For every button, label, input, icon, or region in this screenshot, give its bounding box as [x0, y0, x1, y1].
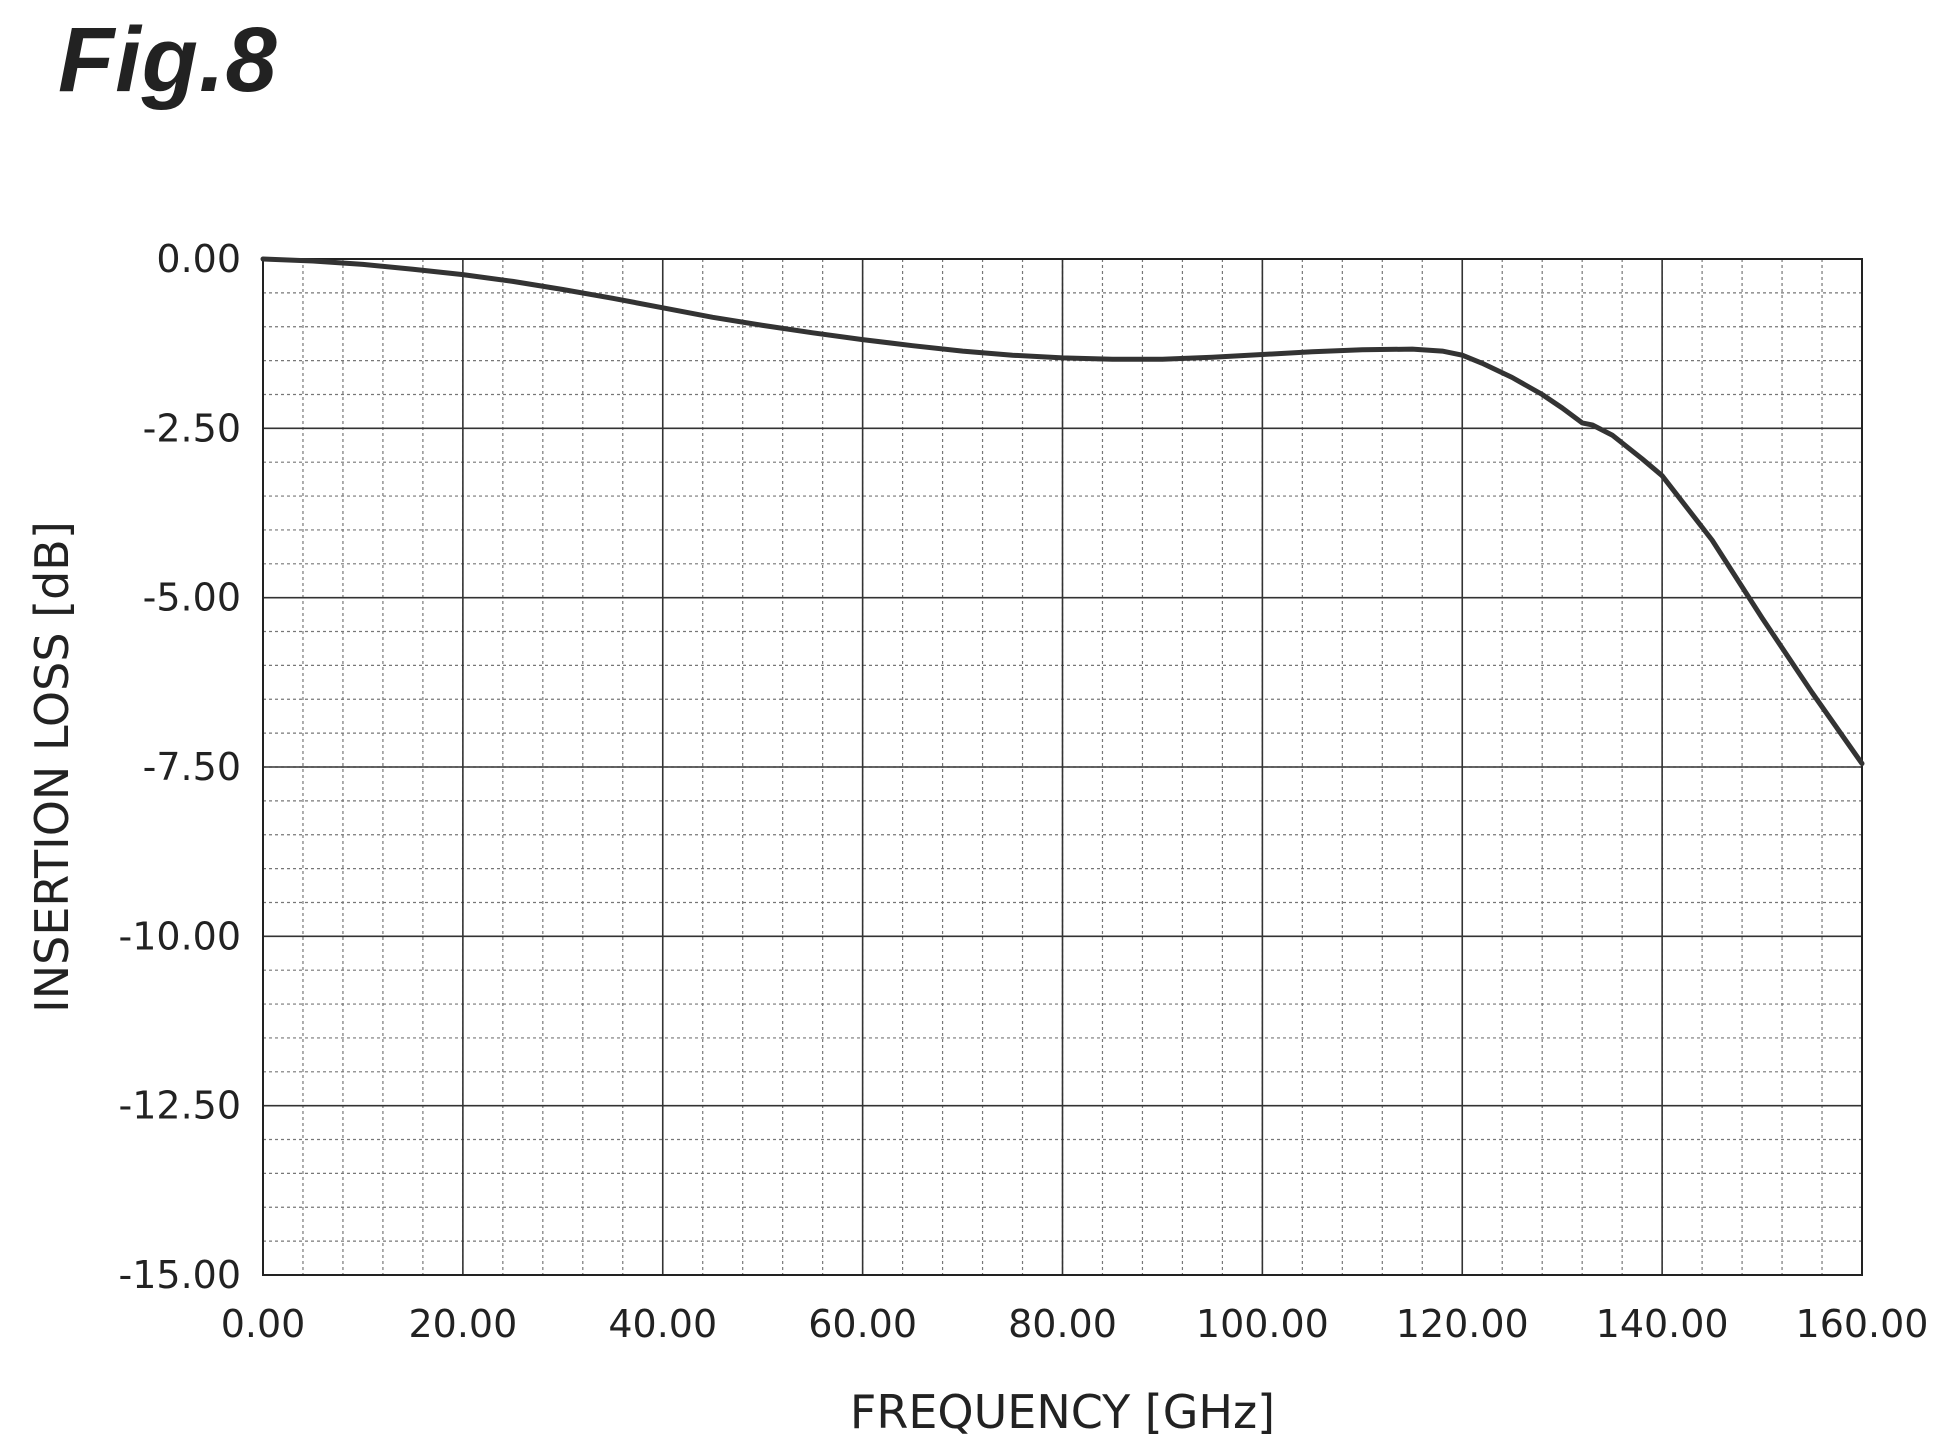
x-tick-labels: 0.00 20.00 40.00 60.00 80.00 100.00 120.00 140.… [221, 1302, 1929, 1346]
x-tick-label: 20.00 [408, 1302, 517, 1346]
y-tick-label: -10.00 [119, 914, 242, 958]
y-tick-label: 0.00 [156, 237, 241, 281]
x-axis-title: FREQUENCY [GHz] [850, 1385, 1275, 1439]
insertion-loss-line [260, 256, 1865, 767]
figure-label: Fig.8 [58, 9, 278, 111]
major-grid [263, 259, 1862, 1275]
y-tick-label: -2.50 [143, 406, 241, 450]
plot-frame [262, 258, 1863, 1276]
y-tick-labels: 0.00 -2.50 -5.00 -7.50 -10.00 -12.50 -15.00 [119, 237, 242, 1297]
x-tick-label: 140.00 [1596, 1302, 1729, 1346]
y-axis-title: INSERTION LOSS [dB] [25, 521, 79, 1013]
x-tick-label: 60.00 [808, 1302, 917, 1346]
x-tick-label: 100.00 [1196, 1302, 1329, 1346]
y-tick-label: -7.50 [143, 745, 241, 789]
x-tick-label: 160.00 [1796, 1302, 1929, 1346]
series-layer [260, 256, 1865, 767]
y-tick-label: -12.50 [119, 1084, 242, 1128]
x-tick-label: 0.00 [221, 1302, 306, 1346]
x-tick-label: 120.00 [1396, 1302, 1529, 1346]
y-tick-label: -15.00 [119, 1253, 242, 1297]
x-tick-label: 40.00 [608, 1302, 717, 1346]
x-tick-label: 80.00 [1008, 1302, 1117, 1346]
y-tick-label: -5.00 [143, 576, 241, 620]
